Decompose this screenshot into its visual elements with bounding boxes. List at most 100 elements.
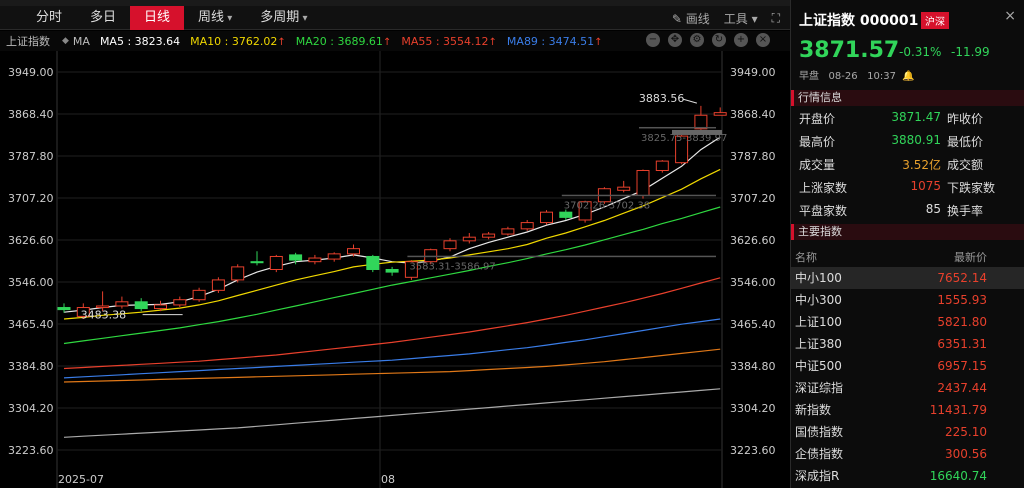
ma-item-text: MA5 : 3823.64 [99,34,181,48]
ma-item-2[interactable]: MA20 : 3689.61↑ [296,35,392,48]
candle-body [443,240,457,250]
up-arrow-icon: ↑ [488,36,497,48]
index-row[interactable]: 上证100 5821.80 [791,311,1024,333]
ma-item-0[interactable]: MA5 : 3823.64 [100,35,180,48]
candle-body [308,257,322,263]
y-tick-label-left: 3223.60 [8,444,54,457]
bell-icon[interactable]: 🔔 [902,71,915,82]
y-tick-label-right: 3546.00 [730,276,776,289]
minus-icon[interactable]: − [646,33,660,47]
ma-item-3[interactable]: MA55 : 3554.12↑ [401,35,497,48]
index-row[interactable]: 中证500 6957.15 [791,355,1024,377]
period-tabs: 分时 多日日线周线多周期 [22,6,321,30]
candle-body [134,301,148,310]
candle-body [482,233,496,238]
y-tick-label-left: 3787.80 [8,150,54,163]
index-name: 上证380 [795,337,842,351]
index-name: 中证500 [795,359,842,373]
candle-body [540,211,553,224]
gap-annotation: 3825.75-3839.97 [641,133,727,144]
ma-label[interactable]: MA [72,34,90,48]
quote-label-2: 换手率 [947,204,984,218]
index-row[interactable]: 中小300 1555.93 [791,289,1024,311]
index-row[interactable]: 中小100 7652.14 [791,267,1024,289]
y-tick-label-left: 3546.00 [8,276,54,289]
candle-body [578,201,592,221]
quote-label-2: 成交额 [947,158,984,172]
col-price: 最新价 [954,251,987,264]
indices-columns: 名称 最新价 [791,245,1024,267]
quote-label: 成交量 [799,158,836,172]
close-icon[interactable]: × [756,33,770,47]
ma-values: MA5 : 3823.64 MA10 : 3762.02↑ MA20 : 3689.… [90,35,603,48]
y-tick-label-right: 3223.60 [730,444,776,457]
up-arrow-icon: ↑ [594,36,603,48]
candle-body [675,135,689,164]
move-icon[interactable]: ✥ [668,33,682,47]
tab-3[interactable]: 周线 [184,6,246,30]
ma-item-1[interactable]: MA10 : 3762.02↑ [190,35,286,48]
x-tick-label: 08 [381,473,395,486]
market-badge: 沪深 [921,12,949,29]
toolbar-right: ✎ 画线 工具 ▾ ⛶ [672,6,780,30]
gap-annotation: 3583.31-3586.97 [409,262,495,273]
index-price: 6957.15 [937,359,987,373]
candle-body [520,222,534,230]
refresh-icon[interactable]: ↻ [712,33,726,47]
index-row[interactable]: 企债指数 300.56 [791,443,1024,465]
y-tick-label-right: 3787.80 [730,150,776,163]
ma-item-4[interactable]: MA89 : 3474.51↑ [507,35,603,48]
y-tick-label-right: 3384.80 [730,360,776,373]
index-row[interactable]: 新指数 11431.79 [791,399,1024,421]
maximize-icon[interactable]: ⛶ [771,10,780,25]
y-tick-label-right: 3304.20 [730,402,776,415]
session-time: 早盘 08-26 10:37 🔔 [799,67,915,82]
candle-body [96,305,110,309]
index-row[interactable]: 国债指数 225.10 [791,421,1024,443]
draw-label: 画线 [685,11,710,26]
plus-icon[interactable]: + [734,33,748,47]
candle-body [559,211,573,218]
y-tick-label-left: 3707.20 [8,192,54,205]
candle-body [404,261,418,278]
ma-item-text: MA10 : 3762.02 [190,34,278,48]
quote-label: 最高价 [799,135,836,149]
index-price: 5821.80 [937,315,987,329]
index-row[interactable]: 深成指R 16640.74 [791,465,1024,487]
kline-chart[interactable]: 3949.00 3949.00 3868.40 3868.40 3787.80 3787.… [0,51,790,488]
quote-label-2: 下跌家数 [947,181,996,195]
tools-button[interactable]: 工具 ▾ [723,11,758,26]
close-icon[interactable]: × [1004,8,1016,24]
candle-body [462,236,476,242]
col-name: 名称 [795,251,817,264]
index-row[interactable]: 上证380 6351.31 [791,333,1024,355]
tab-2[interactable]: 日线 [130,6,185,30]
y-tick-label-right: 3949.00 [730,66,776,79]
candle-body [250,261,264,264]
draw-button[interactable]: ✎ 画线 [671,11,710,26]
tab-1[interactable]: 多日 [90,10,117,25]
change-value: -11.99 [951,45,990,59]
y-tick-label-right: 3626.60 [730,234,776,247]
indices-header: 主要指数 [791,224,1024,240]
y-tick-label-right: 3868.40 [730,108,776,121]
index-name: 国债指数 [795,425,844,439]
gap-band-top [672,129,722,135]
collapse-icon[interactable]: ◆ [62,36,69,46]
index-row[interactable]: 深证综指 2437.44 [791,377,1024,399]
index-name: 企债指数 [795,447,844,461]
index-price: 6351.31 [937,337,987,351]
indicator-bar: 上证指数 ◆ MA MA5 : 3823.64 MA10 : 3762.02↑ MA… [0,31,790,51]
quote-value: 3871.47 [891,110,941,124]
quote-label: 上涨家数 [799,181,848,195]
ma-line-ma55 [63,277,721,370]
tab-0[interactable]: 分时 [36,10,63,25]
candle-body [655,160,669,171]
ma-line-ma120 [63,348,721,383]
gear-icon[interactable]: ⚙ [690,33,704,47]
quote-label: 开盘价 [799,112,836,126]
tab-4[interactable]: 多周期 [246,6,321,30]
quote-sidebar: 上证指数 000001 沪深 × 3871.57 -0.31% -11.99 早… [790,0,1024,488]
y-tick-label-left: 3949.00 [8,66,54,79]
index-name: 上证100 [795,315,842,329]
